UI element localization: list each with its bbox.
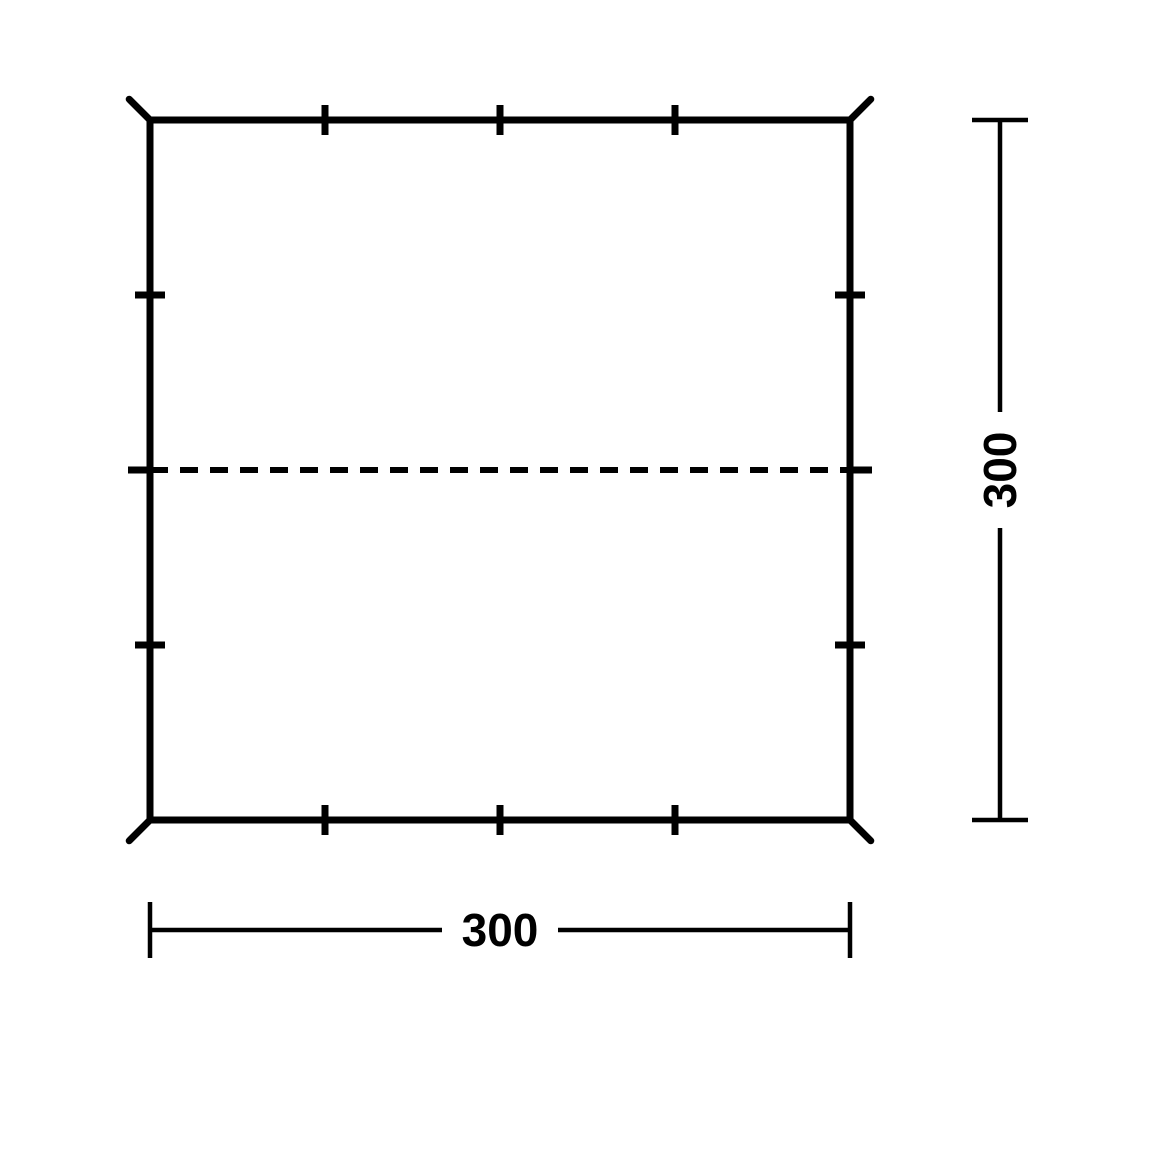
width-dimension-label: 300 [462, 904, 539, 956]
height-dimension-label: 300 [974, 432, 1026, 509]
canvas-bg [0, 0, 1161, 1161]
technical-drawing: 300 300 [0, 0, 1161, 1161]
